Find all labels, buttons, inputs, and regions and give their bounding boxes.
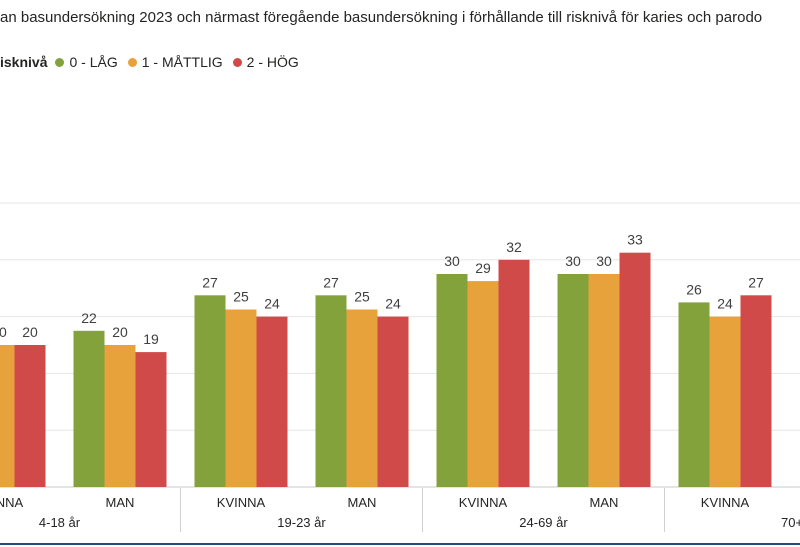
chart-title: an basundersökning 2023 och närmast före…: [0, 9, 763, 26]
bar-value-label: 29: [475, 260, 491, 276]
bar-low[interactable]: [194, 295, 226, 487]
bars: [0, 252, 772, 488]
bar-moderate[interactable]: [104, 345, 136, 487]
legend-dot-low-icon: [55, 57, 65, 67]
category-tick-label: MAN: [590, 495, 619, 510]
category-tick-label: KVINNA: [459, 495, 508, 510]
bar-value-label: 24: [717, 296, 733, 312]
bar-high[interactable]: [135, 352, 167, 487]
bar-high[interactable]: [619, 252, 651, 487]
bar-moderate[interactable]: [346, 309, 378, 488]
bar-low[interactable]: [73, 330, 105, 487]
bar-value-label: 24: [385, 296, 401, 312]
group-tick-label: 4-18 år: [39, 515, 81, 530]
group-tick-label: 19-23 år: [277, 515, 326, 530]
legend-dot-high-icon: [232, 57, 242, 67]
bar-high[interactable]: [377, 316, 409, 487]
legend-dot-moderate-icon: [127, 57, 137, 67]
bar-value-label: 30: [444, 253, 460, 269]
bar-value-label: 19: [143, 331, 159, 347]
group-separators: [180, 488, 665, 532]
category-tick-label: KVINNA: [0, 495, 24, 510]
bar-value-label: 20: [22, 324, 38, 340]
legend-item-high[interactable]: 2 - HÖG: [232, 54, 299, 70]
bar-value-label: 24: [264, 296, 280, 312]
group-tick-label: 70+: [781, 515, 800, 530]
group-tick-label: 24-69 år: [519, 515, 568, 530]
legend: isknivå 0 - LÅG 1 - MÅTTLIG 2 - HÖG: [0, 54, 309, 70]
bar-high[interactable]: [256, 316, 288, 487]
bar-value-label: 26: [686, 281, 702, 297]
bar-moderate[interactable]: [0, 345, 15, 487]
bar-value-label: 32: [506, 239, 522, 255]
bar-low[interactable]: [436, 274, 468, 487]
bar-value-label: 27: [323, 274, 339, 290]
bar-value-label: 30: [596, 253, 612, 269]
bar-low[interactable]: [557, 274, 589, 487]
bar-high[interactable]: [14, 345, 46, 487]
legend-title: isknivå: [0, 54, 48, 70]
bar-moderate[interactable]: [709, 316, 741, 487]
category-tick-label: MAN: [106, 495, 135, 510]
legend-label-low: 0 - LÅG: [69, 54, 118, 70]
bar-low[interactable]: [678, 302, 710, 487]
bar-moderate[interactable]: [588, 274, 620, 487]
bar-value-label: 25: [233, 289, 249, 305]
bar-moderate[interactable]: [225, 309, 257, 488]
legend-item-moderate[interactable]: 1 - MÅTTLIG: [127, 54, 223, 70]
bar-value-label: 20: [0, 324, 7, 340]
category-tick-label: KVINNA: [217, 495, 266, 510]
legend-label-moderate: 1 - MÅTTLIG: [141, 54, 223, 70]
bar-value-label: 27: [748, 274, 764, 290]
legend-label-high: 2 - HÖG: [246, 54, 299, 70]
bar-value-label: 25: [354, 289, 370, 305]
bar-high[interactable]: [498, 259, 530, 487]
x-axis: KVINNA MAN KVINNA MAN KVINNA MAN KVINNA 4-18 år…: [0, 495, 800, 530]
bar-value-label: 27: [202, 274, 218, 290]
category-tick-label: MAN: [348, 495, 377, 510]
bottom-border: [0, 543, 800, 545]
bar-low[interactable]: [315, 295, 347, 487]
bar-labels: 20 20 22 20 19 27 25 24 27 25 24 30 29 32 30 30 33 26 24 27: [0, 232, 764, 347]
category-tick-label: KVINNA: [701, 495, 750, 510]
bar-high[interactable]: [740, 295, 772, 487]
bar-value-label: 30: [565, 253, 581, 269]
legend-item-low[interactable]: 0 - LÅG: [55, 54, 118, 70]
bar-value-label: 22: [81, 310, 97, 326]
bar-value-label: 33: [627, 232, 643, 248]
bar-value-label: 20: [112, 324, 128, 340]
bar-moderate[interactable]: [467, 281, 499, 487]
